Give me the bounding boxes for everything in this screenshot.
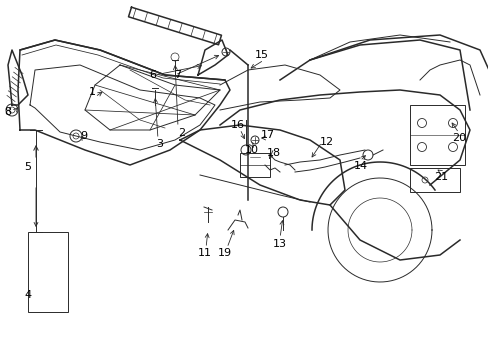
Text: 17: 17: [261, 130, 274, 140]
Text: 2: 2: [178, 128, 185, 138]
Bar: [409, 168, 459, 192]
Text: 8: 8: [4, 107, 12, 117]
Text: 10: 10: [244, 145, 259, 155]
Text: 1: 1: [88, 87, 95, 97]
Text: 11: 11: [198, 248, 212, 258]
Text: 13: 13: [272, 239, 286, 249]
Text: 18: 18: [266, 148, 281, 158]
Text: 20: 20: [451, 133, 465, 143]
Bar: [409, 105, 464, 165]
Text: 3: 3: [156, 139, 163, 149]
Text: 9: 9: [80, 131, 87, 141]
Bar: [240, 153, 269, 177]
Text: 4: 4: [24, 290, 32, 300]
Text: 16: 16: [230, 120, 244, 130]
Bar: [28, 232, 68, 312]
Text: 7: 7: [174, 70, 181, 80]
Text: 14: 14: [353, 161, 367, 171]
Text: 19: 19: [218, 248, 232, 258]
Text: 21: 21: [433, 172, 447, 182]
Text: 5: 5: [24, 162, 31, 172]
Text: 6: 6: [149, 70, 156, 80]
Text: 15: 15: [254, 50, 268, 60]
Text: 12: 12: [319, 137, 333, 147]
